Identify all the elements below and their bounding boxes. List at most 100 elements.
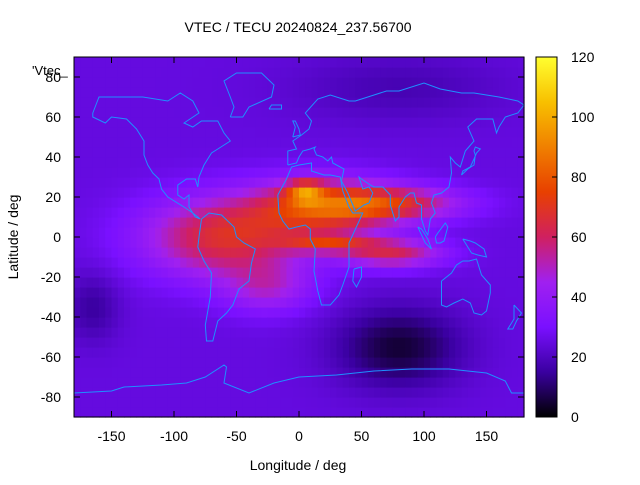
heatmap-cell	[111, 67, 119, 78]
heatmap-cell	[336, 97, 344, 108]
heatmap-cell	[217, 167, 225, 178]
heatmap-cell	[255, 177, 263, 188]
heatmap-cell	[105, 107, 113, 118]
heatmap-cell	[517, 137, 525, 148]
heatmap-cell	[442, 267, 450, 278]
heatmap-cell	[292, 397, 300, 408]
heatmap-cell	[86, 377, 94, 388]
heatmap-cell	[180, 227, 188, 238]
heatmap-cell	[230, 187, 238, 198]
heatmap-cell	[430, 257, 438, 268]
heatmap-cell	[217, 297, 225, 308]
heatmap-cell	[349, 297, 356, 308]
heatmap-cell	[511, 327, 519, 338]
heatmap-cell	[136, 367, 144, 378]
heatmap-cell	[161, 197, 169, 208]
heatmap-cell	[274, 387, 281, 398]
heatmap-cell	[217, 367, 225, 378]
heatmap-cell	[386, 117, 394, 128]
heatmap-cell	[274, 257, 281, 268]
heatmap-cell	[280, 97, 288, 108]
heatmap-cell	[392, 337, 400, 348]
heatmap-cell	[292, 97, 300, 108]
heatmap-cell	[261, 327, 269, 338]
heatmap-cell	[405, 227, 413, 238]
heatmap-cell	[311, 367, 319, 378]
heatmap-cell	[161, 307, 169, 318]
heatmap-cell	[449, 217, 456, 228]
heatmap-cell	[505, 217, 513, 228]
heatmap-cell	[517, 237, 525, 248]
heatmap-cell	[367, 147, 375, 158]
heatmap-cell	[492, 77, 500, 88]
heatmap-cell	[317, 187, 325, 198]
heatmap-cell	[505, 347, 513, 358]
heatmap-cell	[174, 307, 181, 318]
heatmap-cell	[442, 407, 450, 418]
heatmap-cell	[92, 397, 100, 408]
heatmap-cell	[405, 397, 413, 408]
heatmap-cell	[399, 287, 406, 298]
heatmap-cell	[186, 147, 194, 158]
heatmap-cell	[317, 377, 325, 388]
heatmap-cell	[74, 257, 81, 268]
heatmap-cell	[324, 207, 331, 218]
heatmap-cell	[299, 377, 306, 388]
heatmap-cell	[411, 227, 419, 238]
heatmap-cell	[186, 257, 194, 268]
heatmap-cell	[117, 127, 125, 138]
heatmap-cell	[249, 137, 256, 148]
heatmap-cell	[224, 117, 231, 128]
heatmap-cell	[424, 307, 431, 318]
heatmap-cell	[274, 407, 281, 418]
heatmap-cell	[380, 67, 388, 78]
heatmap-cell	[236, 327, 244, 338]
heatmap-cell	[492, 197, 500, 208]
heatmap-cell	[130, 347, 138, 358]
heatmap-cell	[442, 367, 450, 378]
heatmap-cell	[480, 177, 488, 188]
heatmap-cell	[467, 407, 475, 418]
heatmap-cell	[399, 217, 406, 228]
heatmap-cell	[205, 57, 213, 68]
heatmap-cell	[380, 247, 388, 258]
heatmap-cell	[142, 277, 150, 288]
heatmap-cell	[236, 237, 244, 248]
heatmap-cell	[442, 217, 450, 228]
heatmap-cell	[330, 227, 338, 238]
heatmap-cell	[192, 117, 200, 128]
heatmap-cell	[80, 237, 88, 248]
heatmap-cell	[305, 257, 313, 268]
heatmap-cell	[274, 77, 281, 88]
heatmap-cell	[211, 137, 219, 148]
heatmap-cell	[105, 347, 113, 358]
heatmap-cell	[186, 227, 194, 238]
heatmap-cell	[92, 277, 100, 288]
heatmap-cell	[330, 137, 338, 148]
heatmap-cell	[299, 257, 306, 268]
heatmap-cell	[242, 57, 250, 68]
heatmap-cell	[192, 387, 200, 398]
heatmap-cell	[405, 337, 413, 348]
heatmap-cell	[117, 227, 125, 238]
heatmap-cell	[124, 197, 131, 208]
heatmap-cell	[492, 337, 500, 348]
heatmap-cell	[86, 177, 94, 188]
heatmap-cell	[136, 347, 144, 358]
heatmap-cell	[305, 137, 313, 148]
heatmap-cell	[211, 117, 219, 128]
heatmap-cell	[342, 247, 350, 258]
heatmap-cell	[374, 347, 381, 358]
heatmap-cell	[517, 287, 525, 298]
heatmap-cell	[386, 67, 394, 78]
heatmap-cell	[505, 117, 513, 128]
heatmap-cell	[374, 397, 381, 408]
heatmap-cell	[117, 87, 125, 98]
heatmap-cell	[461, 157, 469, 168]
heatmap-cell	[374, 307, 381, 318]
heatmap-cell	[92, 57, 100, 68]
heatmap-cell	[211, 377, 219, 388]
heatmap-cell	[124, 187, 131, 198]
heatmap-cell	[280, 197, 288, 208]
heatmap-cell	[461, 117, 469, 128]
